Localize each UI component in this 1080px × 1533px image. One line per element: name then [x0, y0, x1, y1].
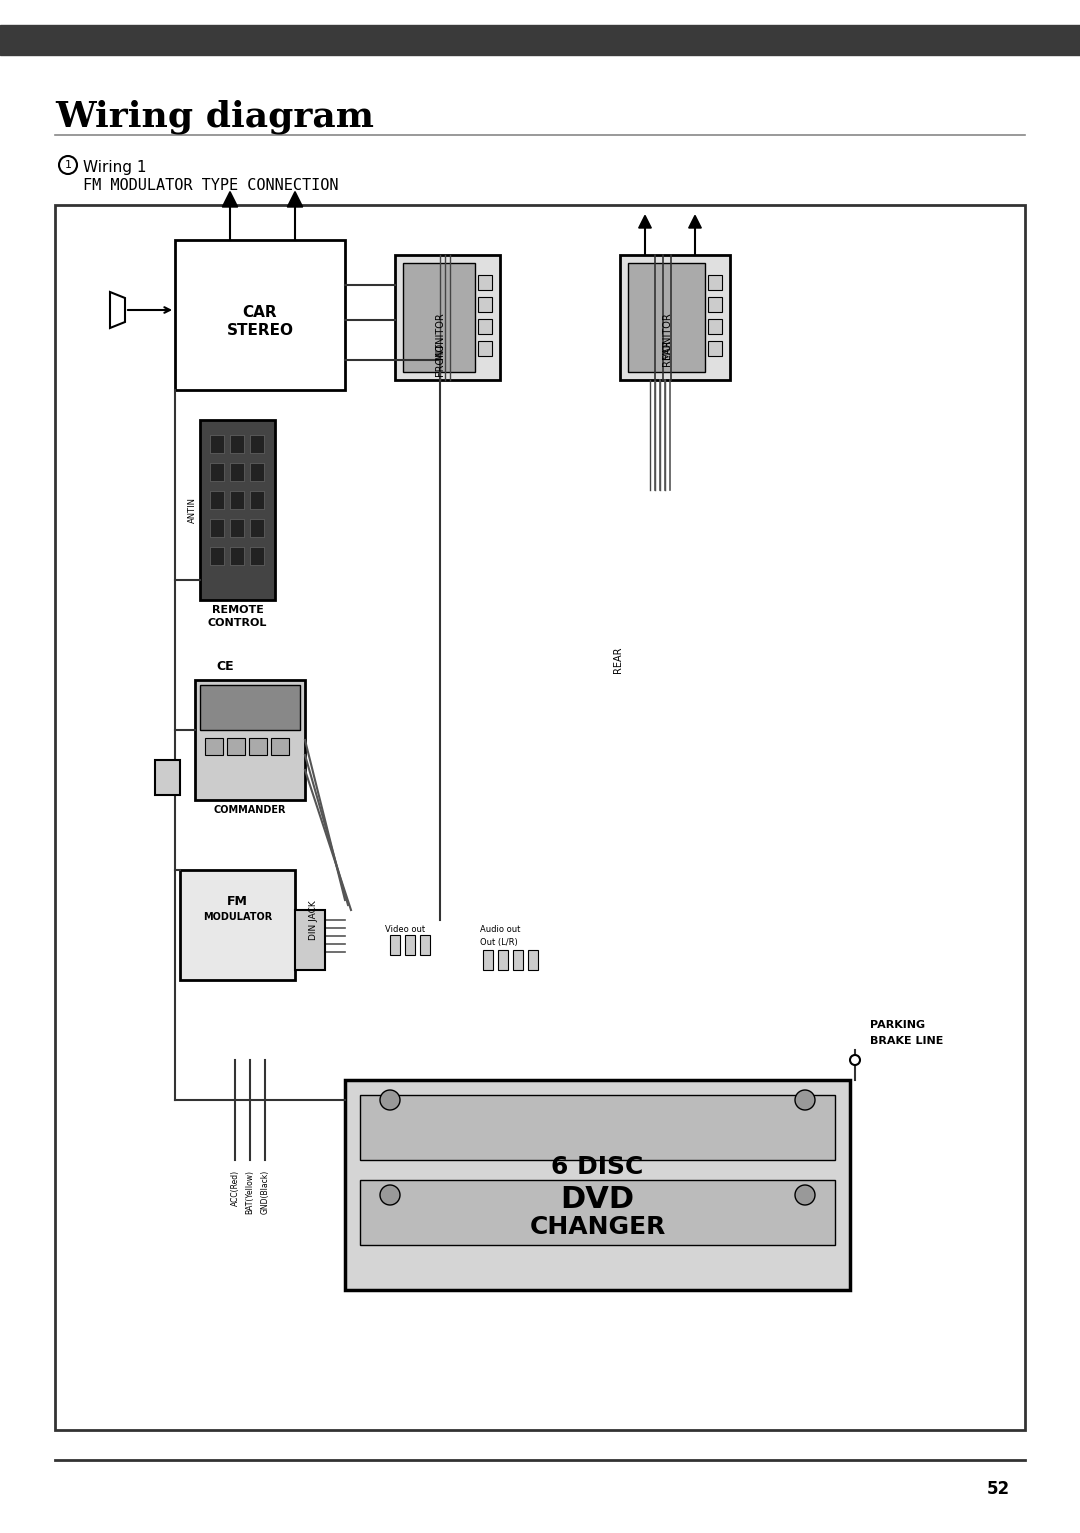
Bar	[210, 463, 224, 481]
Bar	[175, 241, 345, 389]
Text: REMOTE: REMOTE	[212, 606, 264, 615]
Bar	[295, 911, 325, 970]
Text: CE: CE	[216, 661, 233, 673]
Text: FM MODULATOR TYPE CONNECTION: FM MODULATOR TYPE CONNECTION	[83, 178, 338, 193]
Bar	[620, 254, 730, 380]
Bar	[200, 685, 300, 730]
Bar	[249, 547, 264, 566]
Bar	[230, 520, 244, 537]
Text: 52: 52	[987, 1479, 1010, 1498]
Bar	[403, 264, 475, 373]
Text: ANTIN: ANTIN	[188, 497, 197, 523]
Bar	[478, 297, 492, 313]
Bar	[249, 435, 264, 452]
Bar	[390, 935, 400, 955]
Text: BRAKE LINE: BRAKE LINE	[870, 1036, 943, 1046]
Circle shape	[59, 156, 77, 175]
Text: GND(Black): GND(Black)	[260, 1170, 270, 1214]
Text: Wiring 1: Wiring 1	[83, 159, 147, 175]
Bar	[513, 950, 523, 970]
Bar	[360, 1180, 835, 1245]
Bar	[360, 1095, 835, 1160]
Polygon shape	[110, 291, 125, 328]
Bar	[483, 950, 492, 970]
Text: DVD: DVD	[561, 1185, 635, 1214]
Circle shape	[795, 1185, 815, 1205]
Text: CAR: CAR	[243, 305, 278, 320]
Bar	[405, 935, 415, 955]
Bar	[478, 319, 492, 334]
Bar	[227, 737, 245, 754]
Text: REAR: REAR	[662, 339, 672, 366]
Text: FRONT: FRONT	[434, 342, 445, 376]
Bar	[200, 420, 275, 599]
Bar	[478, 340, 492, 356]
Text: MONITOR: MONITOR	[662, 313, 672, 359]
Polygon shape	[222, 192, 238, 207]
Bar	[345, 1081, 850, 1289]
Text: BAT(Yellow): BAT(Yellow)	[245, 1170, 255, 1214]
Bar	[708, 297, 723, 313]
Bar	[420, 935, 430, 955]
Bar	[708, 319, 723, 334]
Text: MONITOR: MONITOR	[434, 313, 445, 359]
Bar	[210, 435, 224, 452]
Text: Wiring diagram: Wiring diagram	[55, 100, 374, 135]
Text: Video out: Video out	[384, 924, 426, 934]
Bar	[210, 520, 224, 537]
Text: DIN JACK: DIN JACK	[309, 900, 318, 940]
Text: 6 DISC: 6 DISC	[551, 1154, 644, 1179]
Circle shape	[380, 1185, 400, 1205]
Bar	[230, 491, 244, 509]
Bar	[708, 340, 723, 356]
Bar	[0, 25, 1080, 55]
Bar	[708, 274, 723, 290]
Bar	[230, 547, 244, 566]
Bar	[498, 950, 508, 970]
Bar	[478, 274, 492, 290]
Text: PARKING: PARKING	[870, 1019, 926, 1030]
Text: Out (L/R): Out (L/R)	[480, 938, 517, 947]
Text: CONTROL: CONTROL	[207, 618, 267, 629]
Circle shape	[795, 1090, 815, 1110]
Bar	[210, 547, 224, 566]
Text: ACC(Red): ACC(Red)	[230, 1170, 240, 1206]
Text: Audio out: Audio out	[480, 924, 521, 934]
Bar	[230, 435, 244, 452]
Text: MODULATOR: MODULATOR	[203, 912, 272, 921]
Polygon shape	[287, 192, 302, 207]
Bar	[249, 737, 267, 754]
Bar	[627, 264, 705, 373]
Bar	[395, 254, 500, 380]
Text: FM: FM	[227, 895, 248, 908]
Bar	[180, 871, 295, 980]
Text: 1: 1	[65, 159, 71, 170]
Bar	[195, 681, 305, 800]
Polygon shape	[638, 216, 651, 228]
Bar	[230, 463, 244, 481]
Bar	[528, 950, 538, 970]
Text: COMMANDER: COMMANDER	[214, 805, 286, 816]
Bar	[249, 463, 264, 481]
Bar	[271, 737, 289, 754]
Bar	[205, 737, 222, 754]
Bar	[55, 205, 1025, 1430]
Circle shape	[380, 1090, 400, 1110]
Circle shape	[850, 1055, 860, 1065]
Text: STEREO: STEREO	[227, 323, 294, 337]
Bar	[249, 491, 264, 509]
Text: REAR: REAR	[613, 647, 623, 673]
Bar	[210, 491, 224, 509]
Polygon shape	[689, 216, 701, 228]
Bar	[249, 520, 264, 537]
Bar	[156, 760, 180, 796]
Text: CHANGER: CHANGER	[529, 1216, 665, 1239]
